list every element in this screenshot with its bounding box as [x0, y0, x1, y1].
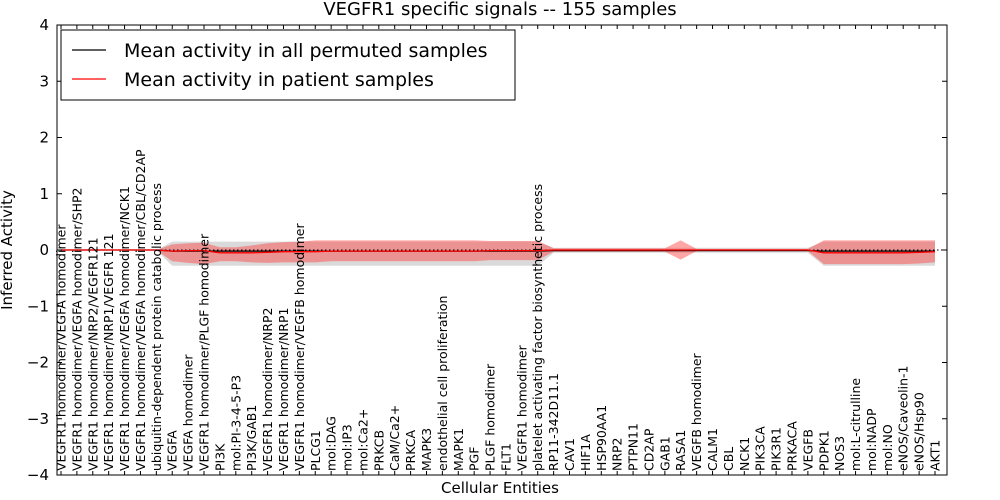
x-tick-label: FLT1 — [498, 443, 513, 471]
x-tick-label: ubiquitin-dependent protein catabolic pr… — [149, 183, 164, 471]
x-tick-label: mol:DAG — [324, 416, 339, 471]
x-tick-label: VEGFB — [800, 429, 815, 471]
x-tick-label: mol:L-citrulline — [848, 378, 863, 471]
x-tick-label: PDPK1 — [816, 430, 831, 471]
y-axis-label: Inferred Activity — [0, 190, 16, 310]
x-tick-label: eNOS/Caveolin-1 — [896, 366, 911, 471]
x-tick-label: PLCG1 — [308, 430, 323, 471]
x-tick-label: VEGFR1 homodimer/VEGFA homodimer/CBL/CD2… — [133, 149, 148, 471]
x-tick-label: NRP2 — [610, 437, 625, 471]
y-tick-label: 1 — [39, 185, 49, 203]
x-tick-label: VEGFR1 homodimer/NRP2 — [260, 308, 275, 471]
x-tick-label: HSP90AA1 — [594, 405, 609, 471]
x-tick-label: PIK3R1 — [769, 427, 784, 471]
band-patient — [61, 240, 935, 265]
x-tick-label: NOS3 — [832, 436, 847, 471]
x-tick-label: VEGFR1 homodimer/VEGFA homodimer — [54, 224, 69, 471]
y-tick-label: 2 — [39, 129, 49, 147]
y-tick-label: −1 — [27, 297, 49, 315]
x-tick-label: PI3K — [212, 443, 227, 471]
x-axis: VEGFR1 homodimer/VEGFA homodimer VEGFR1 h… — [54, 25, 943, 475]
y-tick-label: 4 — [39, 16, 49, 34]
x-tick-label: HIF1A — [578, 434, 593, 471]
x-tick-label: VEGFB homodimer — [689, 352, 704, 471]
x-tick-label: CBL — [721, 447, 736, 471]
x-tick-label: RP11-342D11.1 — [546, 373, 561, 471]
x-tick-label: VEGFR1 homodimer/NRP1/VEGFR 121 — [101, 233, 116, 471]
y-tick-label: 0 — [39, 241, 49, 259]
series-lines — [57, 249, 947, 254]
x-tick-label: endothelial cell proliferation — [435, 296, 450, 471]
chart-title: VEGFR1 specific signals -- 155 samples — [323, 0, 676, 20]
legend-label-permuted: Mean activity in all permuted samples — [124, 40, 487, 62]
legend-label-patient: Mean activity in patient samples — [124, 69, 434, 91]
x-tick-label: mol:NO — [880, 424, 895, 471]
x-tick-label: GAB1 — [657, 436, 672, 471]
x-tick-label: VEGFR1 homodimer/VEGFB homodimer — [292, 223, 307, 471]
legend: Mean activity in all permuted samples Me… — [60, 29, 516, 101]
x-tick-label: PLGF homodimer — [483, 363, 498, 471]
confidence-bands — [61, 240, 935, 266]
x-tick-label: VEGFR1 homodimer/NRP1 — [276, 308, 291, 471]
x-tick-label: eNOS/Hsp90 — [912, 392, 927, 471]
x-tick-label: VEGFA homodimer — [181, 354, 196, 471]
x-tick-label: PRKCB — [371, 430, 386, 471]
x-tick-label: mol:IP3 — [340, 424, 355, 471]
x-tick-label: MAPK1 — [451, 428, 466, 471]
x-tick-label: RASA1 — [673, 430, 688, 471]
x-tick-label: VEGFR1 homodimer/VEGFA homodimer/SHP2 — [69, 187, 84, 471]
x-tick-label: VEGFR1 homodimer/VEGFA homodimer/NCK1 — [117, 186, 132, 471]
y-axis: 4 3 2 1 0 −1 −2 −3 −4 — [27, 16, 947, 484]
x-tick-label: PGF — [467, 447, 482, 471]
x-tick-label: mol:PI-3-4-5-P3 — [228, 375, 243, 471]
x-tick-label: PRKACA — [785, 421, 800, 471]
x-tick-label: CAV1 — [562, 438, 577, 471]
x-tick-label: MAPK3 — [419, 428, 434, 471]
line-patient — [61, 249, 936, 254]
x-tick-label: CD2AP — [642, 428, 657, 471]
x-tick-label: platelet activating factor biosynthetic … — [530, 184, 545, 471]
y-tick-label: −2 — [27, 354, 49, 372]
x-tick-label: VEGFR1 homodimer/NRP2/VEGFR121 — [85, 237, 100, 471]
legend-box — [60, 29, 516, 101]
y-tick-label: 3 — [39, 72, 49, 90]
x-axis-label: Cellular Entities — [441, 479, 559, 497]
y-tick-label: −3 — [27, 410, 49, 428]
x-tick-label: CaM/Ca2+ — [387, 405, 402, 471]
x-tick-label: VEGFA — [165, 430, 180, 471]
x-tick-label: PIK3CA — [753, 426, 768, 471]
x-tick-label: CALM1 — [705, 428, 720, 471]
band-permuted — [61, 241, 935, 266]
x-tick-label: VEGFR1 homodimer — [514, 344, 529, 471]
x-tick-label: AKT1 — [928, 440, 943, 471]
x-tick-label: PRKCA — [403, 430, 418, 471]
x-tick-label: mol:Ca2+ — [355, 409, 370, 471]
y-tick-label: −4 — [27, 466, 49, 484]
x-tick-label: VEGFR1 homodimer/PLGF homodimer — [197, 233, 212, 471]
x-tick-label: PI3K/GAB1 — [244, 405, 259, 471]
x-tick-label: NCK1 — [737, 437, 752, 471]
x-tick-label: PTPN11 — [626, 423, 641, 471]
x-tick-label: mol:NADP — [864, 408, 879, 471]
